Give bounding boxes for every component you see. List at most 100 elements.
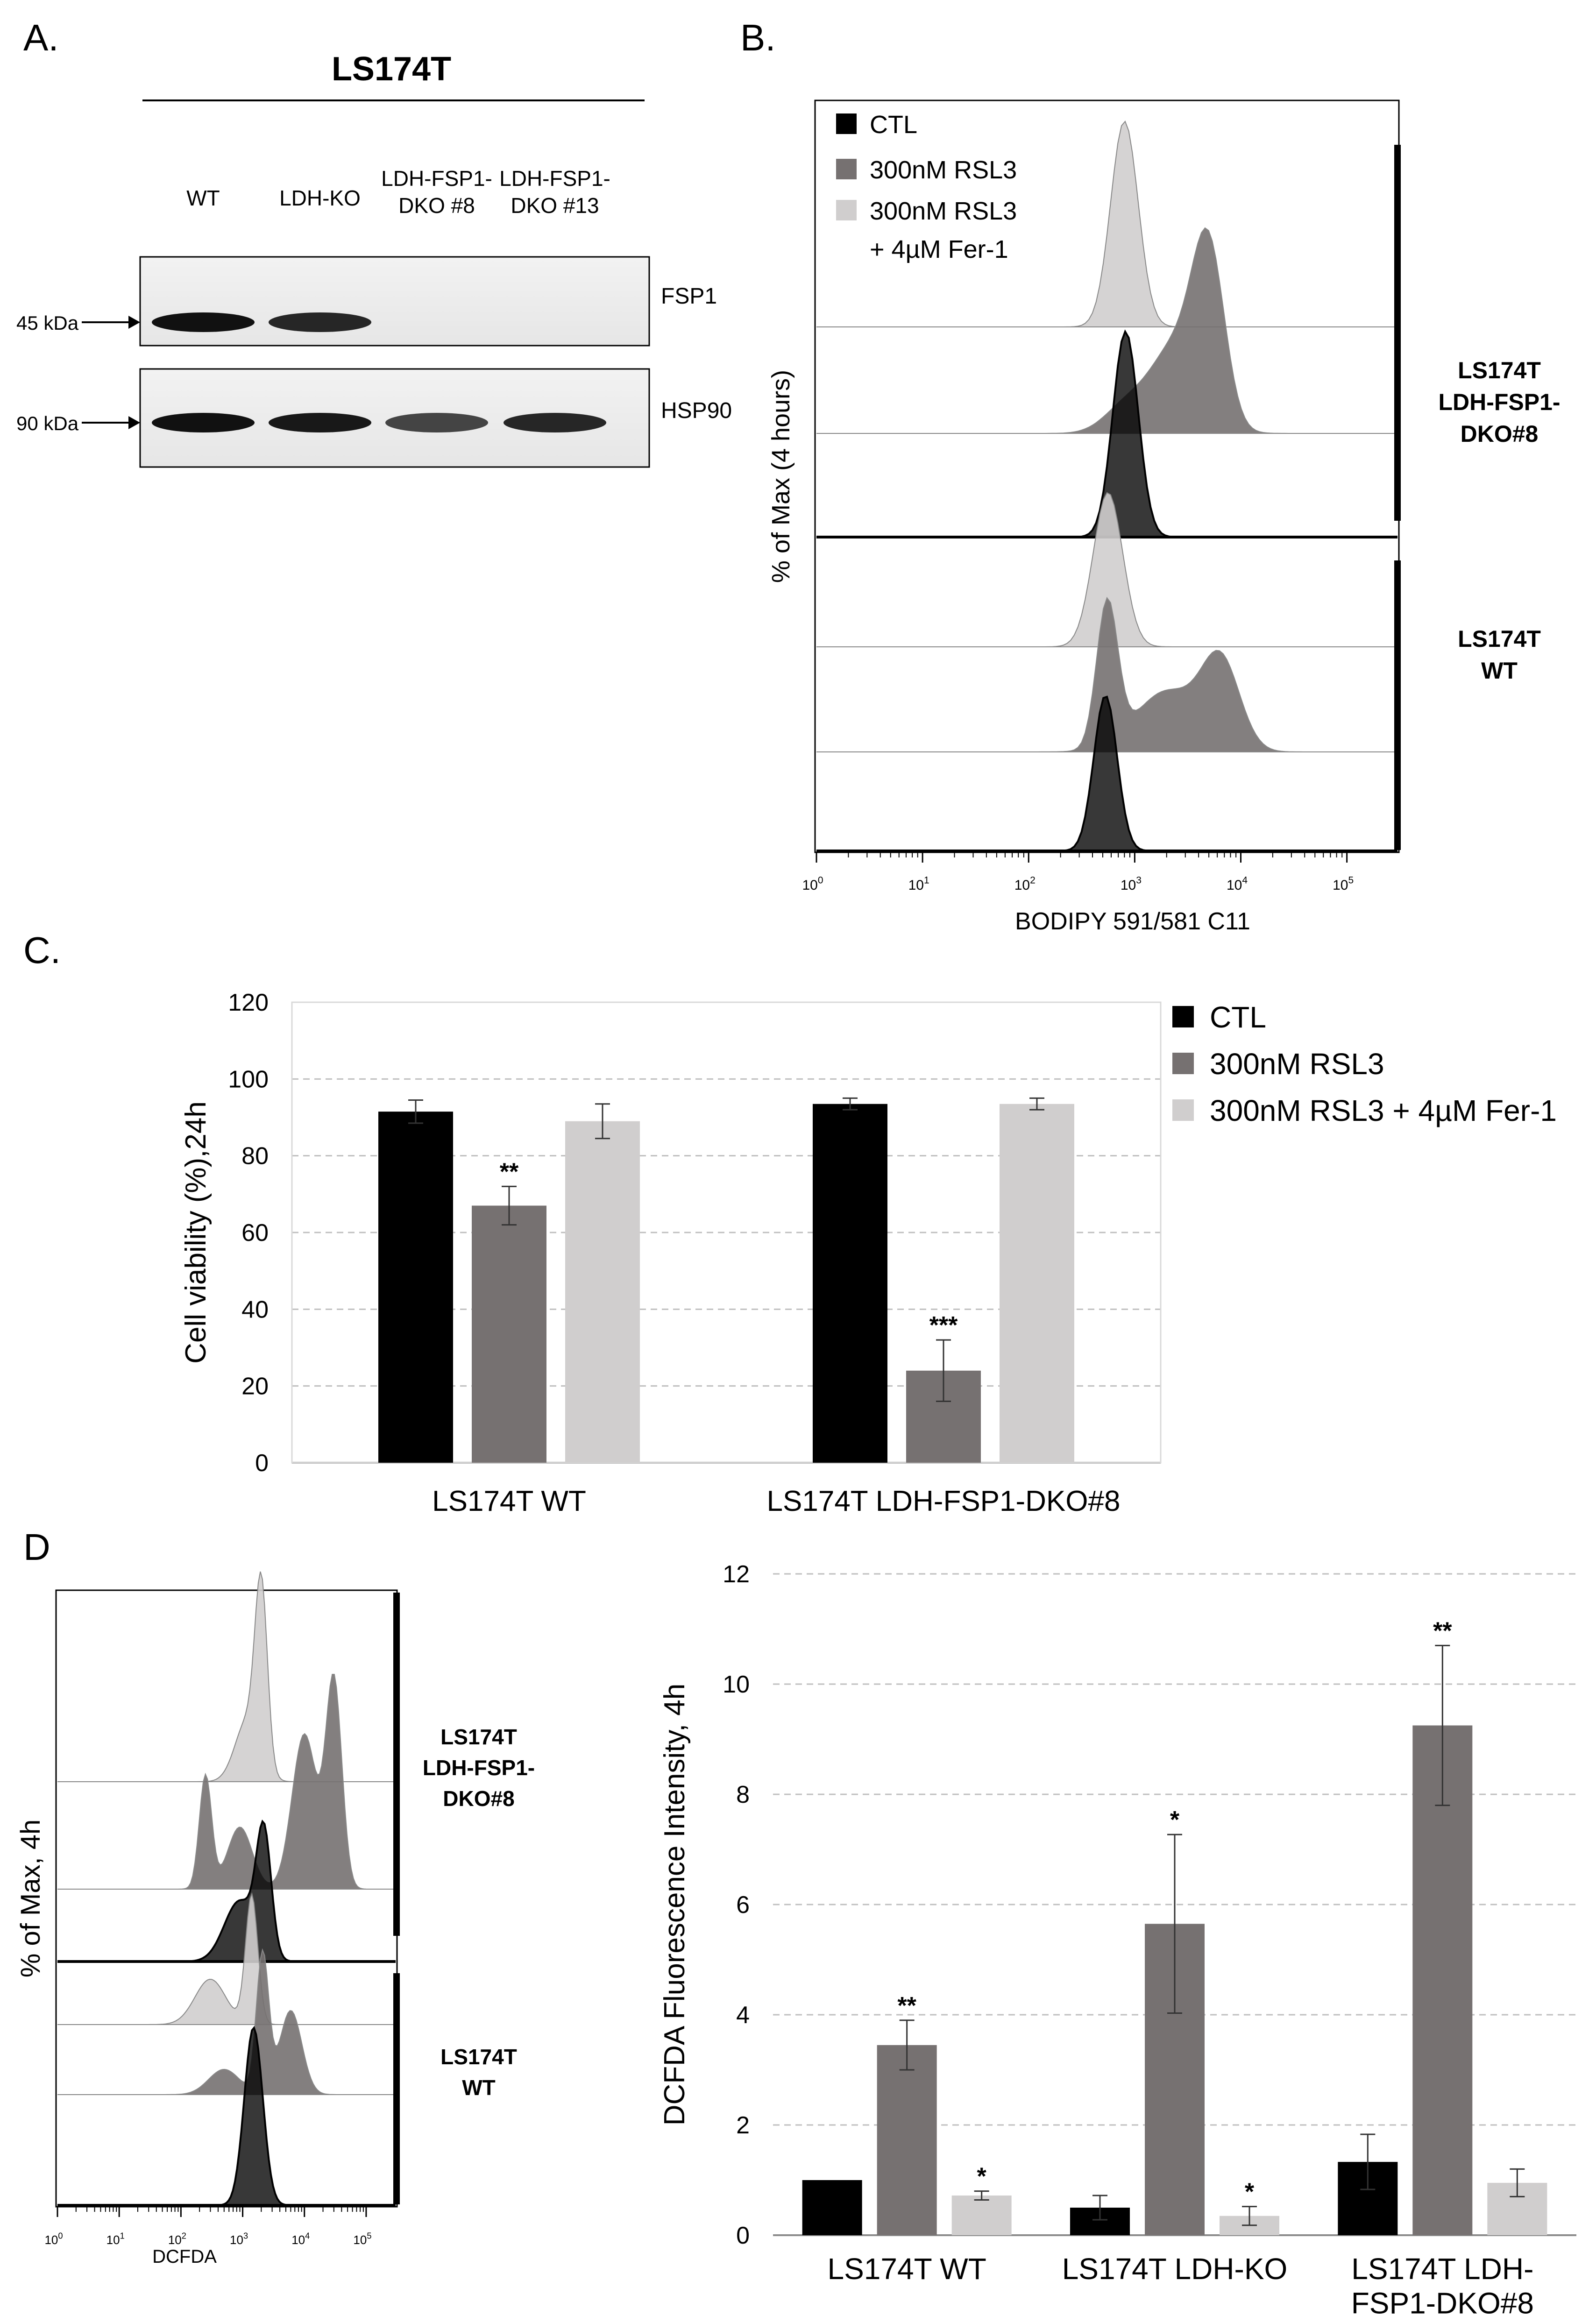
mw-arrow-head [128, 316, 140, 329]
legend-swatch [836, 113, 857, 134]
y-tick-label: 60 [241, 1219, 269, 1246]
category-label: LS174T WT [828, 2252, 986, 2286]
category-label: LS174T LDH-FSP1-DKO#8 [1351, 2252, 1534, 2320]
significance-label: * [1170, 1806, 1180, 1834]
y-tick-label: 12 [723, 1561, 750, 1588]
y-tick-label: 2 [736, 2112, 750, 2139]
blot-band [269, 413, 371, 432]
significance-label: * [977, 2163, 987, 2190]
protein-label: FSP1 [661, 284, 717, 309]
x-tick-label: 105 [353, 2231, 371, 2247]
y-tick-label: 0 [736, 2222, 750, 2249]
bar [378, 1112, 453, 1463]
group-bracket-wt [1394, 560, 1401, 850]
category-label: LS174T WT [432, 1485, 586, 1517]
mw-marker-label: 45 kDa [16, 312, 79, 334]
panel-a-label: A. [23, 17, 59, 58]
blot-membrane [139, 256, 650, 347]
blot-title: LS174T [332, 50, 451, 88]
y-tick-label: 0 [255, 1450, 269, 1477]
x-tick-label: 103 [1121, 875, 1142, 893]
significance-label: ** [500, 1158, 519, 1185]
category-label: LS174T LDH-KO [1062, 2252, 1288, 2286]
y-tick-label: 4 [736, 2002, 750, 2029]
bar [877, 2045, 937, 2235]
group-label: LS174T LDH-FSP1-DKO#8 [423, 1725, 535, 1811]
blot-band [504, 413, 606, 432]
legend-swatch [836, 200, 857, 220]
category-label: LS174T LDH-FSP1-DKO#8 [767, 1485, 1121, 1517]
significance-label: ** [897, 1992, 916, 2019]
lane-label: LDH-KO [279, 186, 361, 210]
mw-arrow-head [128, 416, 140, 429]
panel-d: D 100 101 102 103 104 105 % of Max, 4h DCFDA … [15, 1526, 1576, 2320]
x-axis-label-d: DCFDA [152, 2246, 217, 2267]
histogram-trace [816, 492, 1397, 647]
lane-label: LDH-FSP1-DKO #8 [381, 166, 492, 218]
significance-label: *** [929, 1312, 958, 1339]
lane-label: WT [186, 186, 220, 210]
flow-plot-frame-d [55, 1589, 398, 2208]
bar [1412, 1725, 1473, 2235]
y-tick-label: 80 [241, 1143, 269, 1170]
group-labels-b: LS174T LDH-FSP1-DKO#8 LS174T WT [1438, 357, 1560, 684]
significance-label: * [1245, 2179, 1255, 2206]
y-axis-label-b: % of Max (4 hours) [767, 370, 795, 583]
blot-band [385, 413, 488, 432]
legend-swatch [836, 159, 857, 179]
y-tick-label: 6 [736, 1891, 750, 1919]
histogram-trace [816, 120, 1397, 327]
group-bracket-wt-d [393, 1973, 400, 2204]
legend-label: 300nM RSL3 + 4µM Fer-1 [870, 197, 1017, 263]
panel-a: A. LS174T WT LDH-KO LDH-FSP1-DKO #8LDH-FSP… [16, 17, 732, 468]
histogram-trace [57, 1819, 396, 1962]
bar [813, 1104, 887, 1463]
y-tick-label: 8 [736, 1781, 750, 1808]
legend-label: 300nM RSL3 [870, 156, 1017, 184]
y-tick-label: 120 [228, 989, 269, 1016]
y-tick-label: 10 [723, 1671, 750, 1698]
panel-c: C. 0 20 40 60 80 100 120 ** LS174T WT *** LS174T L… [23, 929, 1557, 1517]
y-axis-label: Cell viability (%),24h [180, 1101, 212, 1364]
y-tick-label: 20 [241, 1373, 269, 1400]
legend-swatch [1172, 1006, 1194, 1027]
x-tick-label: 104 [1227, 875, 1248, 893]
panel-d-label: D [23, 1526, 50, 1568]
bar [565, 1121, 640, 1463]
group-labels-d: LS174T LDH-FSP1-DKO#8 LS174T WT [423, 1725, 535, 2100]
x-tick-label: 104 [291, 2231, 310, 2247]
significance-label: ** [1433, 1617, 1452, 1644]
legend-swatch [1172, 1053, 1194, 1074]
x-tick-label: 102 [1014, 875, 1036, 893]
histogram-trace [816, 227, 1397, 434]
flow-histogram-dcfda: 100 101 102 103 104 105 [44, 1571, 396, 2247]
legend-label: CTL [1210, 1000, 1266, 1034]
histogram-trace [57, 2026, 396, 2206]
x-tick-label: 105 [1333, 875, 1354, 893]
lane-label: LDH-FSP1-DKO #13 [499, 166, 610, 218]
plot-area-frame [291, 1001, 1162, 1464]
legend-b: CTL 300nM RSL3 300nM RSL3 + 4µM Fer-1 [836, 111, 1017, 263]
bar [1000, 1104, 1074, 1463]
panel-b-label: B. [740, 17, 776, 58]
histogram-trace [816, 695, 1397, 852]
group-bracket-dko [1394, 145, 1401, 521]
panel-c-label: C. [23, 929, 61, 971]
panel-b: B. 100 101 102 103 104 105 CTL 300nM RSL3 300nM… [740, 17, 1561, 935]
x-tick-label: 101 [106, 2231, 125, 2247]
group-label: LS174T WT [440, 2045, 517, 2100]
x-axis-label-b: BODIPY 591/581 C11 [1015, 908, 1250, 935]
x-tick-label: 101 [908, 875, 929, 893]
group-label: LS174T LDH-FSP1-DKO#8 [1438, 357, 1560, 447]
bar [802, 2180, 862, 2235]
group-bracket-dko-d [393, 1593, 400, 1936]
mw-marker-label: 90 kDa [16, 412, 79, 434]
legend-label: CTL [870, 111, 917, 139]
group-label: LS174T WT [1458, 626, 1541, 684]
bar-chart-viability: 0 20 40 60 80 100 120 ** LS174T WT *** LS174T LDH-… [180, 989, 1557, 1517]
histogram-trace [57, 1674, 396, 1890]
flow-histogram-bodipy: 100 101 102 103 104 105 [802, 120, 1397, 893]
